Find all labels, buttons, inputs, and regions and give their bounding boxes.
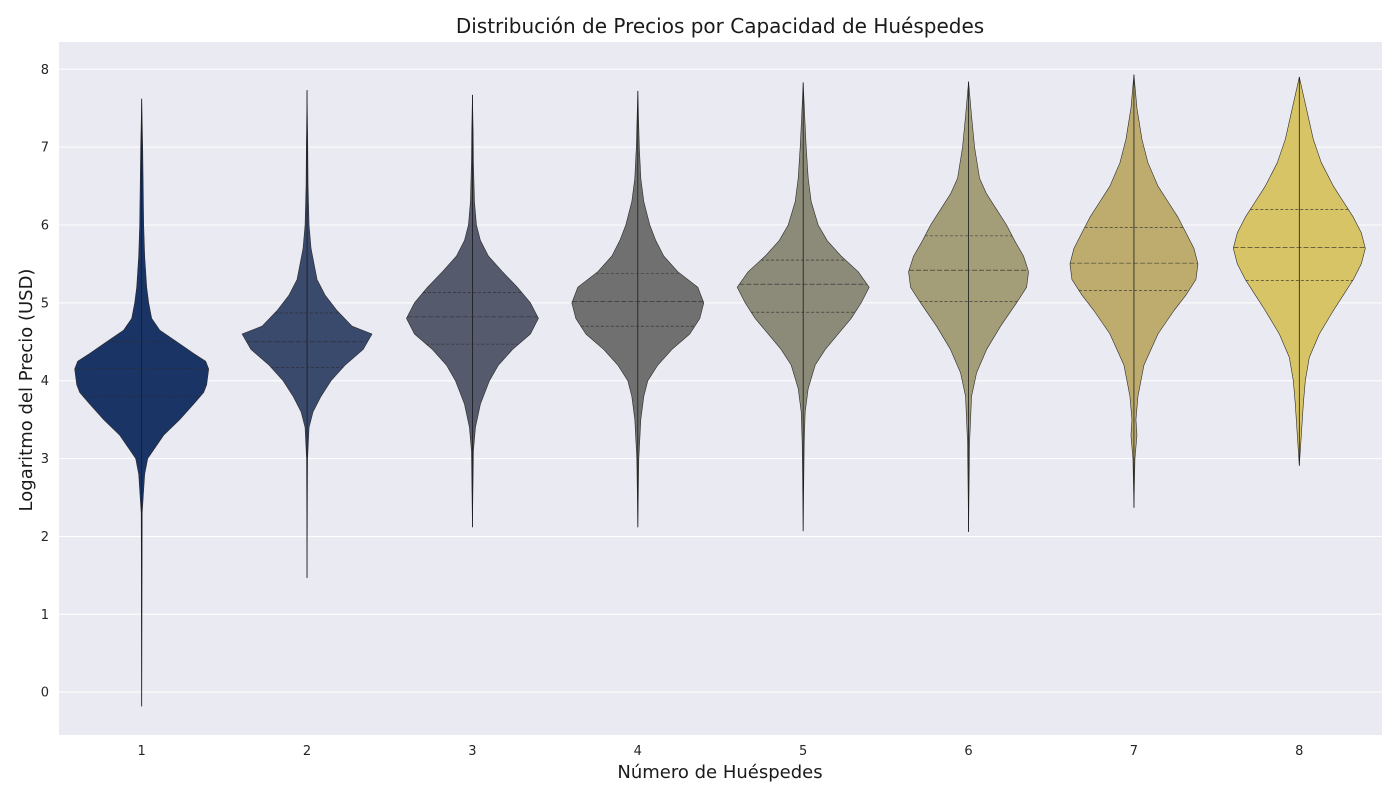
violin-3 xyxy=(406,94,539,528)
y-tick-labels: 0 1 2 3 4 5 6 7 8 xyxy=(41,63,49,701)
x-tick-label-5: 6 xyxy=(964,744,972,759)
y-tick-label-4: 4 xyxy=(41,374,49,389)
violin-2 xyxy=(241,89,373,579)
chart-title: Distribución de Precios por Capacidad de… xyxy=(456,14,984,38)
y-tick-label-0: 0 xyxy=(41,686,49,701)
y-tick-label-3: 3 xyxy=(41,452,49,467)
violin-7 xyxy=(1069,74,1199,508)
y-tick-label-6: 6 xyxy=(41,218,49,233)
violin-6 xyxy=(908,81,1029,533)
violin-1 xyxy=(74,98,209,707)
violins xyxy=(74,74,1366,707)
x-tick-label-6: 7 xyxy=(1130,744,1138,759)
x-tick-labels: 1 2 3 4 5 6 7 8 xyxy=(138,744,1304,759)
y-tick-label-2: 2 xyxy=(41,530,49,545)
y-tick-label-7: 7 xyxy=(41,141,49,156)
plot-area xyxy=(59,42,1382,735)
violin-4 xyxy=(571,90,705,528)
x-tick-label-1: 2 xyxy=(303,744,311,759)
y-axis-label: Logaritmo del Precio (USD) xyxy=(16,269,37,512)
x-tick-label-2: 3 xyxy=(468,744,476,759)
x-tick-label-7: 8 xyxy=(1295,744,1303,759)
x-axis-label: Número de Huéspedes xyxy=(617,762,822,783)
y-tick-label-5: 5 xyxy=(41,296,49,311)
x-tick-label-4: 5 xyxy=(799,744,807,759)
x-tick-label-0: 1 xyxy=(138,744,146,759)
x-tick-label-3: 4 xyxy=(634,744,642,759)
y-tick-label-8: 8 xyxy=(41,63,49,78)
violin-5 xyxy=(736,82,870,532)
y-gridlines xyxy=(59,68,1382,693)
violin-8 xyxy=(1233,76,1366,466)
y-tick-label-1: 1 xyxy=(41,608,49,623)
